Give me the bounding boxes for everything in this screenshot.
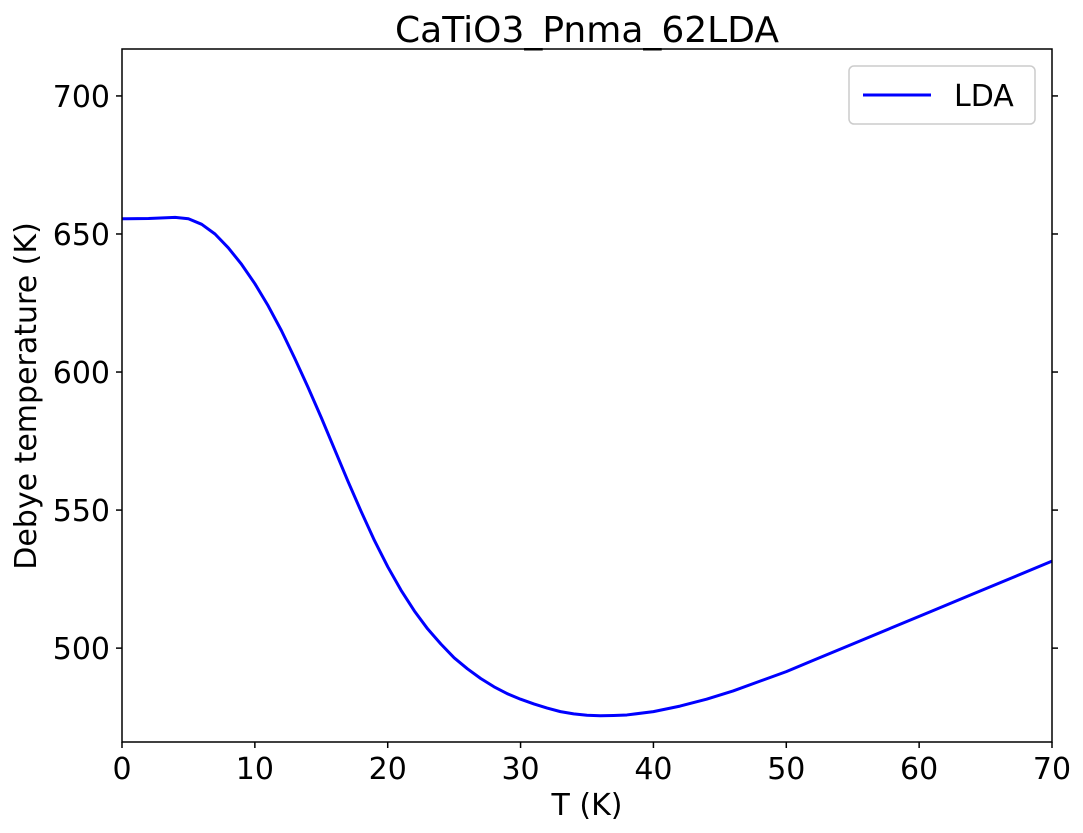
y-tick-label: 550 xyxy=(53,494,110,529)
x-tick-label: 50 xyxy=(767,752,805,787)
x-tick-label: 70 xyxy=(1033,752,1071,787)
chart-title: CaTiO3_Pnma_62LDA xyxy=(395,10,779,51)
plot-frame xyxy=(121,48,1053,743)
x-tick-label: 10 xyxy=(236,752,274,787)
legend: LDA xyxy=(848,65,1036,125)
y-tick-label: 650 xyxy=(53,218,110,253)
y-tick-label: 700 xyxy=(53,80,110,115)
x-tick-label: 0 xyxy=(112,752,131,787)
x-tick-label: 40 xyxy=(634,752,672,787)
x-tick-label: 30 xyxy=(501,752,539,787)
y-tick-label: 500 xyxy=(53,632,110,667)
y-axis: 500 550 600 650 700 xyxy=(53,80,1058,667)
x-axis-label: T (K) xyxy=(551,788,623,823)
y-axis-label: Debye temperature (K) xyxy=(9,222,44,570)
x-tick-label: 20 xyxy=(369,752,407,787)
x-axis: 0 10 20 30 40 50 60 70 xyxy=(112,742,1071,787)
y-tick-label: 600 xyxy=(53,356,110,391)
legend-label-lda: LDA xyxy=(954,79,1014,114)
series-line-lda xyxy=(121,215,1053,718)
legend-box xyxy=(848,65,1036,125)
x-tick-label: 60 xyxy=(900,752,938,787)
plot-area xyxy=(121,215,1053,718)
